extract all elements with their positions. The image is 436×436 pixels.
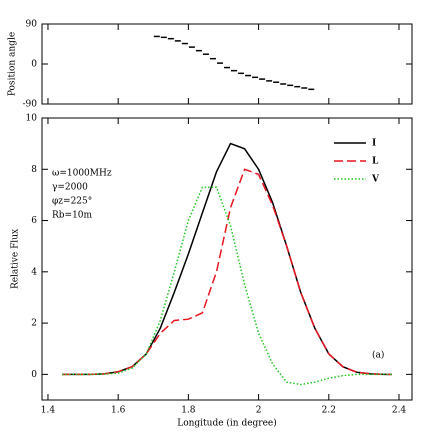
x-tick-label: 2: [256, 406, 262, 416]
plot-frame: [41, 117, 413, 401]
y-tick-label: 0: [31, 60, 37, 70]
annotation: γ=2000: [52, 183, 88, 193]
x-tick-label: 2.4: [392, 406, 407, 416]
y-tick-label: -90: [23, 100, 38, 110]
x-tick-label: 1.4: [41, 406, 56, 416]
y-tick-label: 0: [31, 370, 37, 380]
y-tick-label: 8: [31, 165, 37, 175]
y-axis-label: Position angle: [8, 32, 18, 96]
panel-label: (a): [372, 350, 384, 361]
x-axis-label: Longitude (in degree): [177, 418, 277, 429]
y-tick-label: 4: [31, 267, 37, 277]
plot-frame: [41, 23, 413, 105]
y-tick-label: 2: [31, 319, 37, 329]
legend-label: V: [371, 175, 380, 185]
series-line: [62, 186, 392, 386]
annotation: Rb=10m: [52, 211, 93, 221]
x-tick-label: 1.8: [181, 406, 196, 416]
y-axis-label: Relative Flux: [11, 229, 21, 289]
legend-label: L: [372, 157, 379, 167]
series-line: [62, 168, 392, 376]
x-tick-label: 1.6: [111, 406, 126, 416]
y-tick-label: 10: [26, 114, 38, 124]
annotation: ω=1000MHz: [52, 169, 112, 179]
y-tick-label: 6: [31, 216, 37, 226]
annotation: φz=225°: [52, 197, 92, 207]
x-tick-label: 2.2: [322, 406, 336, 416]
y-tick-label: 90: [26, 20, 38, 30]
legend-label: I: [372, 139, 376, 149]
